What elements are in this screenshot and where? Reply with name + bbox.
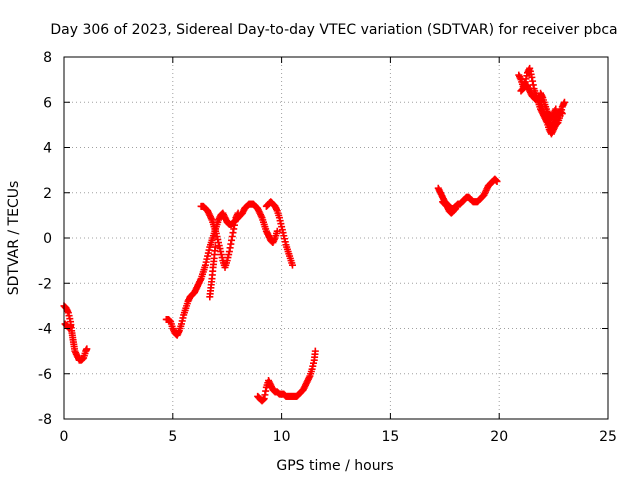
data-point bbox=[67, 322, 75, 330]
y-tick-label: 6 bbox=[43, 95, 52, 111]
x-tick-label: 20 bbox=[490, 429, 508, 445]
y-tick-label: 8 bbox=[43, 50, 52, 66]
data-point bbox=[273, 227, 281, 235]
data-point bbox=[493, 177, 501, 185]
data-point bbox=[558, 110, 566, 118]
y-axis-label: SDTVAR / TECUs bbox=[6, 181, 22, 296]
x-tick-label: 25 bbox=[599, 429, 617, 445]
x-tick-label: 15 bbox=[381, 429, 399, 445]
y-tick-label: 2 bbox=[43, 186, 52, 202]
y-tick-label: -4 bbox=[38, 322, 52, 338]
y-tick-label: -6 bbox=[38, 367, 52, 383]
data-point bbox=[211, 243, 219, 251]
data-point bbox=[552, 105, 560, 113]
data-point bbox=[288, 261, 296, 269]
data-point bbox=[234, 209, 242, 217]
data-point bbox=[311, 347, 319, 355]
data-point bbox=[452, 205, 460, 213]
data-point bbox=[560, 98, 568, 106]
x-tick-label: 10 bbox=[273, 429, 291, 445]
x-tick-label: 0 bbox=[60, 429, 69, 445]
chart-title: Day 306 of 2023, Sidereal Day-to-day VTE… bbox=[50, 22, 617, 38]
y-tick-label: 4 bbox=[43, 141, 52, 157]
data-point bbox=[83, 345, 91, 353]
data-points bbox=[60, 64, 568, 405]
y-tick-label: 0 bbox=[43, 231, 52, 247]
axis-ticks: 0 5 10 15 20 25 -8 -6 -4 -2 0 2 4 6 8 bbox=[38, 50, 617, 445]
y-tick-label: -8 bbox=[38, 412, 52, 428]
grid bbox=[64, 57, 608, 419]
x-axis-label: GPS time / hours bbox=[276, 458, 393, 474]
y-tick-label: -2 bbox=[38, 276, 52, 292]
x-tick-label: 5 bbox=[168, 429, 177, 445]
